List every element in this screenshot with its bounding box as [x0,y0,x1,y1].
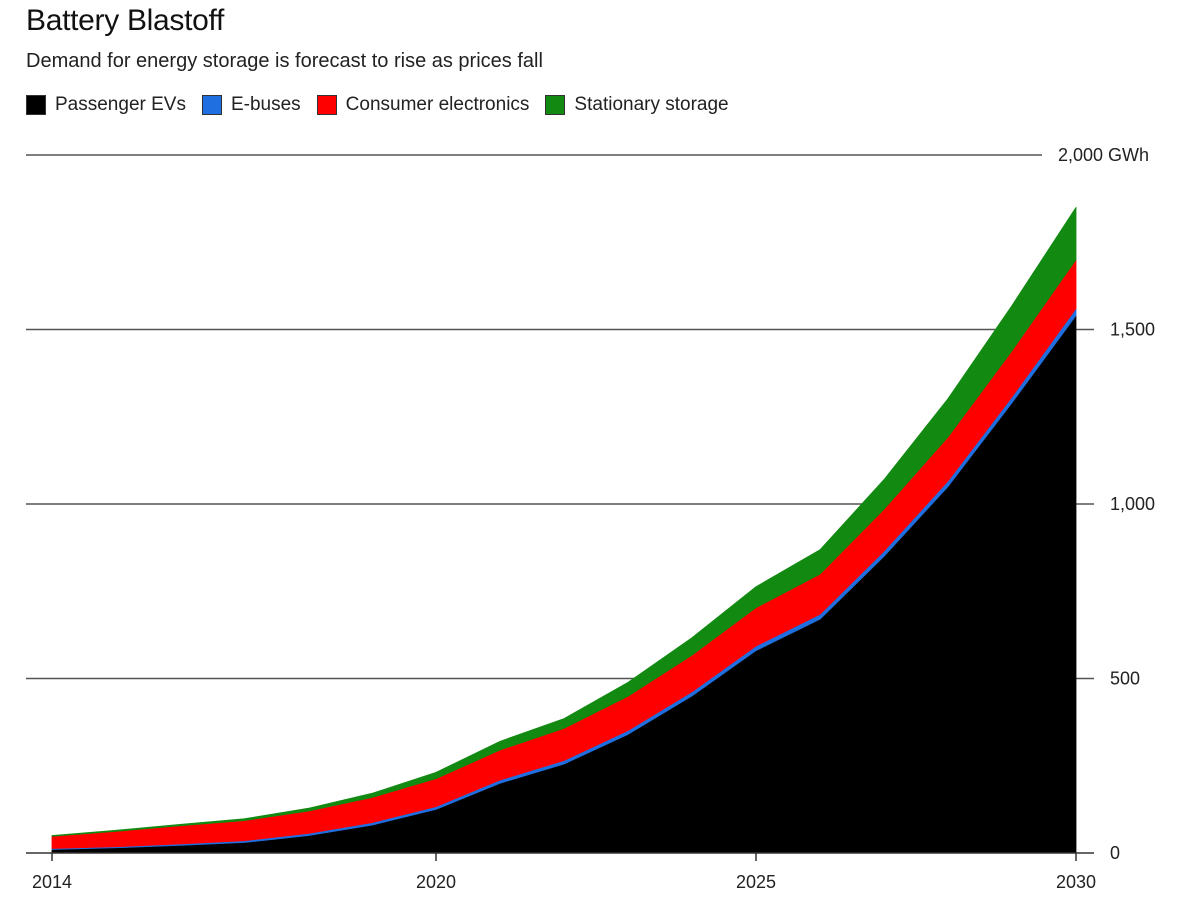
y-tick-label-2000: 2,000 GWh [1058,145,1149,165]
area-stationary-storage [51,206,1077,837]
legend-swatch-consumer-electronics [316,95,337,115]
legend-swatch-passenger-evs [26,95,46,115]
area-series [51,206,1077,854]
x-tick-label-2020: 2020 [416,872,456,892]
x-tick-label-2025: 2025 [736,872,776,892]
y-tick-label-500: 500 [1110,669,1140,689]
legend-label-passenger-evs: Passenger EVs [55,94,186,115]
legend-label-consumer-electronics: Consumer electronics [345,94,530,115]
legend-item-consumer-electronics: Consumer electronics [316,94,530,116]
axes: 0 500 1,000 1,500 2,000 GWh 2014 2020 2025 2030 [26,145,1155,892]
y-tick-label-1500: 1,500 [1110,320,1155,340]
legend: Passenger EVs E-buses Consumer electroni… [26,94,729,116]
legend-item-passenger-evs: Passenger EVs [26,94,186,116]
legend-swatch-e-buses [201,95,222,115]
legend-item-e-buses: E-buses [201,94,301,116]
legend-label-stationary-storage: Stationary storage [574,94,729,115]
x-tick-label-2030: 2030 [1056,872,1096,892]
legend-label-e-buses: E-buses [230,94,301,115]
chart-title: Battery Blastoff [26,4,225,37]
x-tick-label-2014: 2014 [32,872,72,892]
y-tick-label-0: 0 [1110,843,1120,863]
legend-item-stationary-storage: Stationary storage [545,94,729,116]
y-tick-label-1000: 1,000 [1110,494,1155,514]
legend-swatch-stationary-storage [545,95,566,115]
chart-subtitle: Demand for energy storage is forecast to… [26,50,543,72]
area-passenger-evs [51,315,1077,854]
